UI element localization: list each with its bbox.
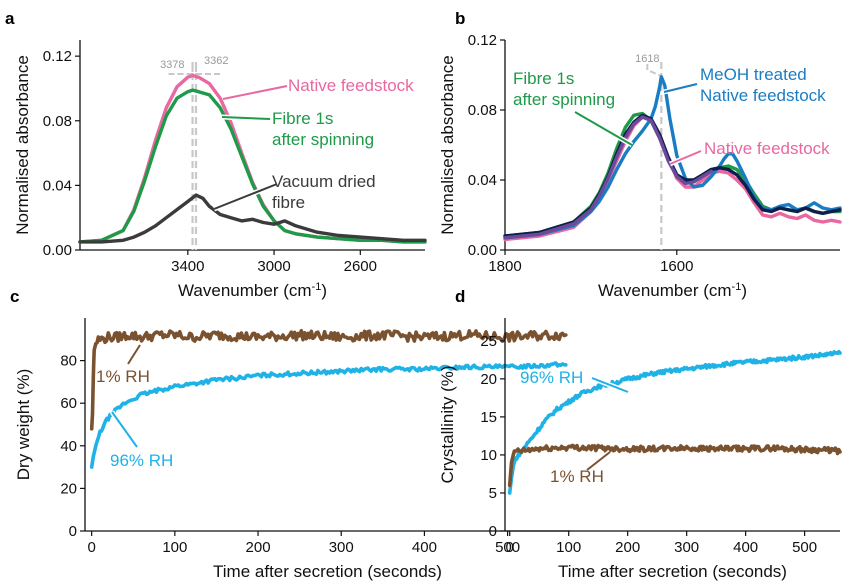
annotation-leader (213, 183, 278, 210)
guide-bracket (195, 66, 222, 75)
series-line-purple (503, 115, 713, 240)
y-axis-label: Crystallinity (%) (438, 365, 457, 483)
annotation-label: Fibre 1s (272, 109, 333, 128)
x-tick-label: 200 (246, 539, 271, 556)
panel-letter-b: b (455, 9, 465, 28)
y-tick-label: 15 (480, 409, 497, 426)
series-line-96-rh (89, 361, 568, 469)
annotation-leader (669, 150, 702, 165)
guide-label: 1618 (635, 53, 659, 65)
x-tick-label: 3000 (257, 258, 290, 275)
series-line-96-rh (507, 349, 842, 495)
x-tick-label: 100 (162, 539, 187, 556)
panel-d: d 0 5 10 15 20 25 0 100 200 300 400 500 Time after se… (438, 287, 842, 581)
y-tick-label: 0 (69, 523, 77, 540)
panel-letter-a: a (5, 9, 15, 28)
y-tick-label: 0.12 (43, 48, 72, 65)
y-tick-label: 0.00 (43, 242, 72, 259)
guide-label: 3378 (160, 59, 184, 71)
x-axis-label: Time after secretion (seconds) (558, 562, 787, 581)
x-tick-label: 3400 (171, 258, 204, 275)
x-tick-label: 400 (733, 539, 758, 556)
x-tick-label: 500 (792, 539, 817, 556)
x-tick-label: 300 (329, 539, 354, 556)
annotation-label: after spinning (513, 90, 615, 109)
series-line-1-rh (89, 328, 568, 431)
y-tick-label: 60 (60, 395, 77, 412)
panel-a: a 0.00 0.04 0.08 0.12 3400 3000 2600 Wavenumber … (5, 9, 427, 300)
y-tick-label: 20 (60, 480, 77, 497)
x-tick-label: 300 (674, 539, 699, 556)
annotation-leader (591, 377, 629, 393)
y-axis-label: Dry weight (%) (14, 369, 33, 480)
annotation-leader (574, 111, 633, 146)
annotation-label: fibre (272, 193, 305, 212)
guide-label: 3362 (204, 55, 228, 67)
series-line-meoh-treated-native-feedstock (503, 75, 842, 240)
annotation-label: 1% RH (550, 467, 604, 486)
guide-bracket (646, 64, 662, 77)
x-tick-label: 400 (412, 539, 437, 556)
y-tick-label: 0.00 (468, 242, 497, 259)
panel-letter-c: c (10, 287, 19, 306)
annotation-leader (586, 451, 611, 471)
annotation-label: Native feedstock (704, 139, 830, 158)
y-axis-label: Normalised absorbance (438, 55, 457, 235)
annotation-label: 1% RH (96, 367, 150, 386)
panel-b: b 0.00 0.04 0.08 0.12 1800 1600 Wavenumber (cm-… (438, 9, 842, 300)
annotation-label: Vacuum dried (272, 172, 376, 191)
y-tick-label: 0.08 (468, 102, 497, 119)
annotation-leader (222, 85, 288, 100)
y-tick-label: 0.04 (468, 172, 497, 189)
y-tick-label: 0.04 (43, 177, 72, 194)
annotation-label: Fibre 1s (513, 69, 574, 88)
annotation-label: 96% RH (520, 368, 583, 387)
x-axis-label: Wavenumber (cm-1) (178, 281, 327, 300)
annotation-label: Native feedstock (700, 86, 826, 105)
x-tick-label: 0 (506, 539, 514, 556)
annotation-leader (221, 116, 271, 120)
annotation-leader (127, 344, 141, 365)
annotation-label: Native feedstock (288, 76, 414, 95)
x-axis-label: Time after secretion (seconds) (213, 562, 442, 581)
x-tick-label: 0 (87, 539, 95, 556)
y-tick-label: 0.12 (468, 32, 497, 49)
guide-bracket (167, 66, 194, 75)
y-tick-label: 0 (489, 523, 497, 540)
annotation-leader (111, 411, 138, 448)
x-tick-label: 2600 (344, 258, 377, 275)
y-tick-label: 25 (480, 333, 497, 350)
panel-letter-d: d (455, 287, 465, 306)
annotation-label: after spinning (272, 130, 374, 149)
y-axis-label: Normalised absorbance (13, 55, 32, 235)
x-tick-label: 200 (615, 539, 640, 556)
y-tick-label: 5 (489, 485, 497, 502)
y-tick-label: 10 (480, 447, 497, 464)
y-tick-label: 0.08 (43, 113, 72, 130)
annotation-label: 96% RH (110, 451, 173, 470)
x-tick-label: 100 (556, 539, 581, 556)
series-line-1-rh (507, 443, 842, 488)
x-tick-label: 1600 (660, 258, 693, 275)
series-line-vacuum-dried-fibre (78, 193, 427, 244)
x-tick-label: 500 (495, 539, 520, 556)
annotation-leader (663, 83, 698, 93)
x-axis-label: Wavenumber (cm-1) (598, 281, 747, 300)
y-tick-label: 40 (60, 438, 77, 455)
y-tick-label: 80 (60, 353, 77, 370)
x-tick-label: 1800 (488, 258, 521, 275)
annotation-label: MeOH treated (700, 65, 807, 84)
y-tick-label: 20 (480, 371, 497, 388)
